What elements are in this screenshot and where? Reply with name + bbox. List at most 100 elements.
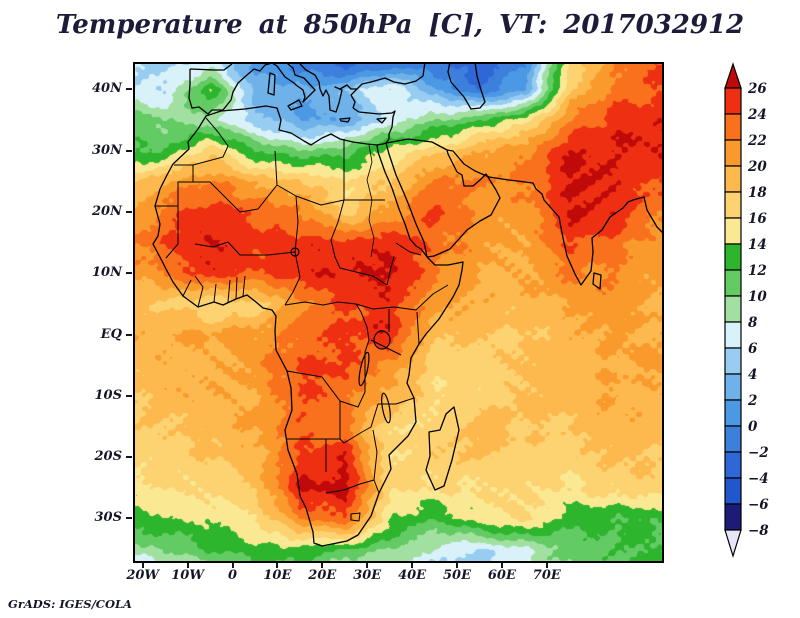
- coastline-balkans-blacksea: [299, 62, 426, 113]
- coastline-crete: [339, 117, 351, 123]
- coastline-turkey-levant: [352, 107, 396, 146]
- lon-tick-label: 60E: [487, 568, 516, 583]
- coastline-madagascar: [425, 406, 460, 491]
- temperature-field-canvas: [133, 62, 664, 563]
- border-algeria-south: [193, 181, 278, 213]
- colorbar-segment: [724, 347, 742, 375]
- colorbar-segment: [724, 477, 742, 505]
- border-angola-namibia: [286, 401, 341, 472]
- coastline-cyprus: [376, 117, 387, 124]
- colorbar-segment: [724, 113, 742, 141]
- lat-tick-label: 40N: [92, 81, 122, 97]
- colorbar-tick-label: 12: [748, 263, 767, 279]
- lat-tick-label: EQ: [100, 326, 122, 342]
- colorbar-tick-label: 20: [747, 159, 767, 175]
- border-western-sahara: [155, 164, 194, 207]
- colorbar-tick-label: 8: [748, 315, 758, 331]
- lon-tick-label: 10E: [263, 568, 292, 583]
- lat-tick-mark: [126, 149, 132, 152]
- lake-chad: [290, 247, 300, 257]
- lon-tick-label: 50E: [443, 568, 471, 583]
- lon-tick-mark: [231, 563, 234, 568]
- lake-tanganyika: [358, 351, 370, 387]
- lat-tick-mark: [126, 517, 132, 520]
- colorbar-tick-label: 6: [748, 341, 758, 357]
- colorbar-tick-label: 26: [747, 81, 767, 97]
- coastline-caspian: [447, 62, 486, 110]
- colorbar-tick-label: 22: [747, 133, 767, 149]
- lon-tick-label: 20W: [126, 568, 160, 583]
- coastline-africa: [152, 105, 464, 547]
- map-overlay: [133, 62, 664, 563]
- lake-malawi: [381, 392, 391, 424]
- colorbar-tick-label: −8: [748, 523, 769, 539]
- lat-tick-label: 10N: [92, 265, 122, 281]
- lat-tick-mark: [126, 333, 132, 336]
- coastline-sicily: [287, 99, 303, 111]
- colorbar-tick-label: 10: [748, 289, 767, 305]
- lon-tick-label: 20E: [308, 568, 337, 583]
- lat-tick-mark: [126, 394, 132, 397]
- lat-tick-label: 20N: [92, 203, 122, 219]
- colorbar-segment: [724, 243, 742, 271]
- border-nigeria-east: [284, 251, 301, 306]
- border-car-line: [284, 301, 357, 306]
- lon-tick-label: 40E: [398, 568, 427, 583]
- coastline-sri-lanka: [592, 272, 602, 290]
- colorbar: 26 24 22 20 18 16 14 12 10 8 6 4 2 0 −2 −4 −6 −8: [722, 62, 792, 562]
- map-frame: [133, 62, 664, 563]
- river-nile: [366, 144, 375, 258]
- colorbar-segment: [724, 399, 742, 427]
- colorbar-segment: [724, 373, 742, 401]
- lat-tick-label: 30S: [94, 510, 122, 526]
- lon-tick-mark: [141, 563, 144, 568]
- border-niger-chad: [294, 195, 299, 253]
- lon-tick-mark: [321, 563, 324, 568]
- lon-tick-label: 70E: [532, 568, 561, 583]
- coastline-arabia: [385, 138, 501, 258]
- colorbar-over-arrow: [724, 62, 742, 89]
- lat-tick-mark: [126, 88, 132, 91]
- colorbar-segment: [724, 165, 742, 193]
- lon-tick-label: 30E: [353, 568, 382, 583]
- lake-victoria: [373, 330, 391, 350]
- colorbar-tick-label: 2: [747, 393, 757, 409]
- colorbar-tick-label: 24: [747, 107, 767, 123]
- border-horn: [393, 284, 449, 345]
- border-libya: [274, 150, 345, 206]
- colorbar-tick-label: −4: [748, 471, 769, 487]
- plot-title: Temperature at 850hPa [C], VT: 201703291…: [55, 10, 745, 40]
- colorbar-under-arrow: [724, 529, 742, 559]
- border-senegal-mali: [165, 206, 179, 259]
- lon-tick-mark: [276, 563, 279, 568]
- lon-tick-mark: [545, 563, 548, 568]
- colorbar-segment: [724, 191, 742, 219]
- colorbar-tick-label: −6: [748, 497, 769, 513]
- colorbar-segment: [724, 451, 742, 479]
- map-area: [133, 62, 664, 563]
- lon-tick-mark: [411, 563, 414, 568]
- lat-tick-mark: [126, 272, 132, 275]
- border-chad-south: [339, 267, 388, 286]
- lat-tick-label: 10S: [94, 387, 122, 403]
- colorbar-tick-label: 0: [748, 419, 758, 435]
- border-sudan-chad: [330, 199, 345, 269]
- colorbar-segment: [724, 87, 742, 115]
- colorbar-segment: [724, 295, 742, 323]
- coastline-sardinia: [267, 72, 276, 96]
- border-zambia-zimbabwe: [339, 403, 379, 481]
- lat-tick-label: 20S: [94, 449, 122, 465]
- border-tanzania-south: [378, 397, 415, 405]
- border-sahel: [194, 241, 296, 256]
- colorbar-tick-label: 18: [748, 185, 767, 201]
- colorbar-segment: [724, 321, 742, 349]
- coastline-aegean: [350, 88, 358, 109]
- lon-tick-mark: [186, 563, 189, 568]
- lon-tick-label: 10W: [171, 568, 204, 583]
- colorbar-segment: [724, 425, 742, 453]
- lon-tick-mark: [366, 563, 369, 568]
- lon-tick-label: 0: [227, 568, 238, 583]
- lat-tick-label: 30N: [92, 142, 122, 158]
- border-ethiopia-west: [386, 242, 422, 286]
